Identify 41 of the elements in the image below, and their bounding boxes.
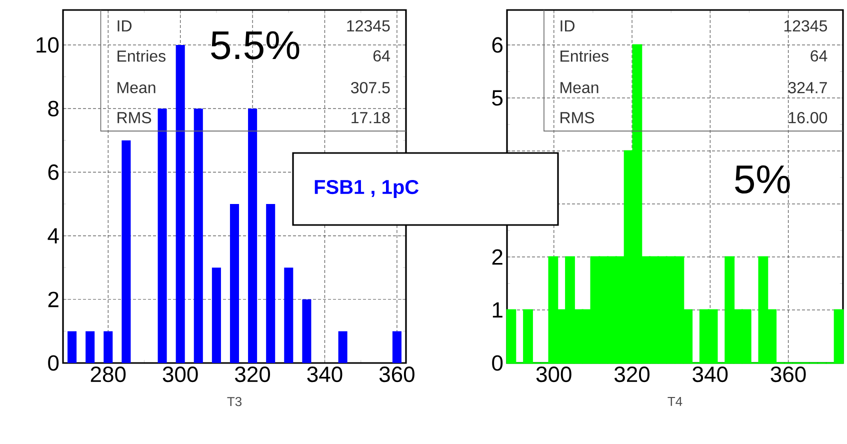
annotation: ID: [560, 20, 574, 32]
annotation: 17.18: [352, 112, 390, 124]
annotation: 12345: [784, 20, 827, 32]
annotation: 16.00: [788, 112, 828, 124]
x-tick-label: 300: [536, 366, 572, 382]
y-tick-label: 2: [48, 292, 58, 308]
x-tick-label: 280: [90, 366, 126, 382]
x-tick-label: 320: [235, 366, 270, 382]
annotation: RMS: [118, 112, 152, 124]
x-axis-title: T3: [227, 396, 242, 406]
y-tick-label: 0: [48, 355, 59, 371]
annotation: Entries: [560, 50, 608, 62]
x-tick-label: 360: [379, 366, 414, 382]
x-tick-label: 320: [614, 366, 650, 382]
annotation: 64: [373, 50, 390, 62]
y-tick-label: 6: [492, 37, 503, 53]
annotation: 12345: [347, 20, 390, 32]
x-tick-label: 300: [162, 366, 198, 382]
annotation: 324.7: [788, 82, 827, 94]
y-tick-label: 0: [492, 355, 503, 371]
annotation: 5.5%: [211, 31, 300, 60]
y-tick-label: 10: [36, 37, 59, 53]
y-tick-label: 5: [492, 90, 503, 106]
x-axis-title: T4: [668, 396, 682, 406]
annotation: 64: [810, 50, 828, 62]
y-tick-label: 8: [48, 100, 59, 116]
x-tick-label: 340: [307, 366, 342, 382]
annotation: ID: [118, 20, 132, 32]
annotation: FSB1 , 1pC: [314, 180, 419, 198]
annotation: Mean: [118, 82, 156, 94]
annotation: RMS: [560, 112, 594, 124]
annotation: 307.5: [351, 82, 390, 94]
y-tick-label: 1: [492, 302, 502, 318]
annotation: Entries: [118, 50, 166, 62]
x-tick-label: 360: [770, 366, 806, 382]
y-tick-label: 4: [48, 228, 59, 244]
y-tick-label: 6: [48, 164, 59, 180]
x-tick-label: 340: [692, 366, 728, 382]
annotation: 5%: [735, 165, 790, 194]
annotation: Mean: [560, 82, 598, 94]
y-tick-label: 2: [492, 249, 502, 265]
